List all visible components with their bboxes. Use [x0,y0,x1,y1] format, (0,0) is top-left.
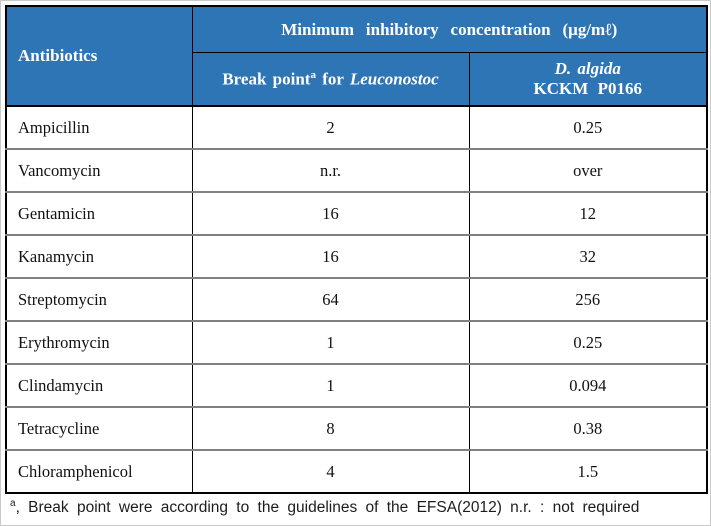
table-row: Streptomycin 64 256 [5,277,708,321]
antibiotic-name: Kanamycin [5,234,193,278]
table-row: Kanamycin 16 32 [5,234,708,278]
breakpoint-value: 4 [191,449,470,493]
antibiotics-mic-table: Antibiotics Minimum inhibitory concentra… [5,5,709,494]
table-body: Ampicillin 2 0.25 Vancomycin n.r. over G… [5,105,708,493]
breakpoint-label: Break point [222,69,311,89]
breakpoint-value: 16 [191,234,470,278]
breakpoint-genus: Leuconostoc [349,69,439,89]
breakpoint-superscript: a [310,68,316,81]
antibiotic-name: Clindamycin [5,363,193,407]
table-header: Antibiotics Minimum inhibitory concentra… [5,5,708,107]
header-antibiotics-label: Antibiotics [18,46,98,65]
mic-value: 256 [468,277,708,321]
table-row: Vancomycin n.r. over [5,148,708,192]
breakpoint-value: 8 [191,406,470,450]
table-footnote: a, Break point were according to the gui… [5,498,706,517]
antibiotic-name: Vancomycin [5,148,193,192]
mic-value: 0.094 [468,363,708,407]
breakpoint-connector: for [315,69,350,89]
antibiotic-name: Ampicillin [5,105,193,149]
strain-name: D. algida [554,59,621,78]
breakpoint-value: 16 [191,191,470,235]
header-mic-title: Minimum inhibitory concentration (μg/mℓ) [191,5,708,53]
header-strain-column: D. algida KCKM P0166 [468,52,708,107]
header-antibiotics: Antibiotics [5,5,193,107]
footnote-text: , Break point were according to the guid… [15,499,640,517]
breakpoint-value: 1 [191,320,470,364]
table-row: Tetracycline 8 0.38 [5,406,708,450]
mic-value: 0.38 [468,406,708,450]
mic-title-label: Minimum inhibitory concentration (μg/mℓ) [281,19,618,39]
table-row: Erythromycin 1 0.25 [5,320,708,364]
mic-value: 12 [468,191,708,235]
mic-value: 0.25 [468,320,708,364]
antibiotic-name: Chloramphenicol [5,449,193,493]
antibiotic-name: Erythromycin [5,320,193,364]
table-row: Ampicillin 2 0.25 [5,105,708,149]
table-row: Clindamycin 1 0.094 [5,363,708,407]
breakpoint-value: n.r. [191,148,470,192]
header-breakpoint-column: Break pointa for Leuconostoc [191,52,470,107]
mic-value: over [468,148,708,192]
antibiotic-name: Streptomycin [5,277,193,321]
strain-code: KCKM P0166 [533,79,642,98]
antibiotic-name: Gentamicin [5,191,193,235]
mic-value: 1.5 [468,449,708,493]
mic-value: 32 [468,234,708,278]
breakpoint-value: 1 [191,363,470,407]
footnote-superscript: a [10,498,16,509]
breakpoint-value: 64 [191,277,470,321]
mic-value: 0.25 [468,105,708,149]
table-row: Chloramphenicol 4 1.5 [5,449,708,493]
table-row: Gentamicin 16 12 [5,191,708,235]
breakpoint-value: 2 [191,105,470,149]
antibiotic-name: Tetracycline [5,406,193,450]
